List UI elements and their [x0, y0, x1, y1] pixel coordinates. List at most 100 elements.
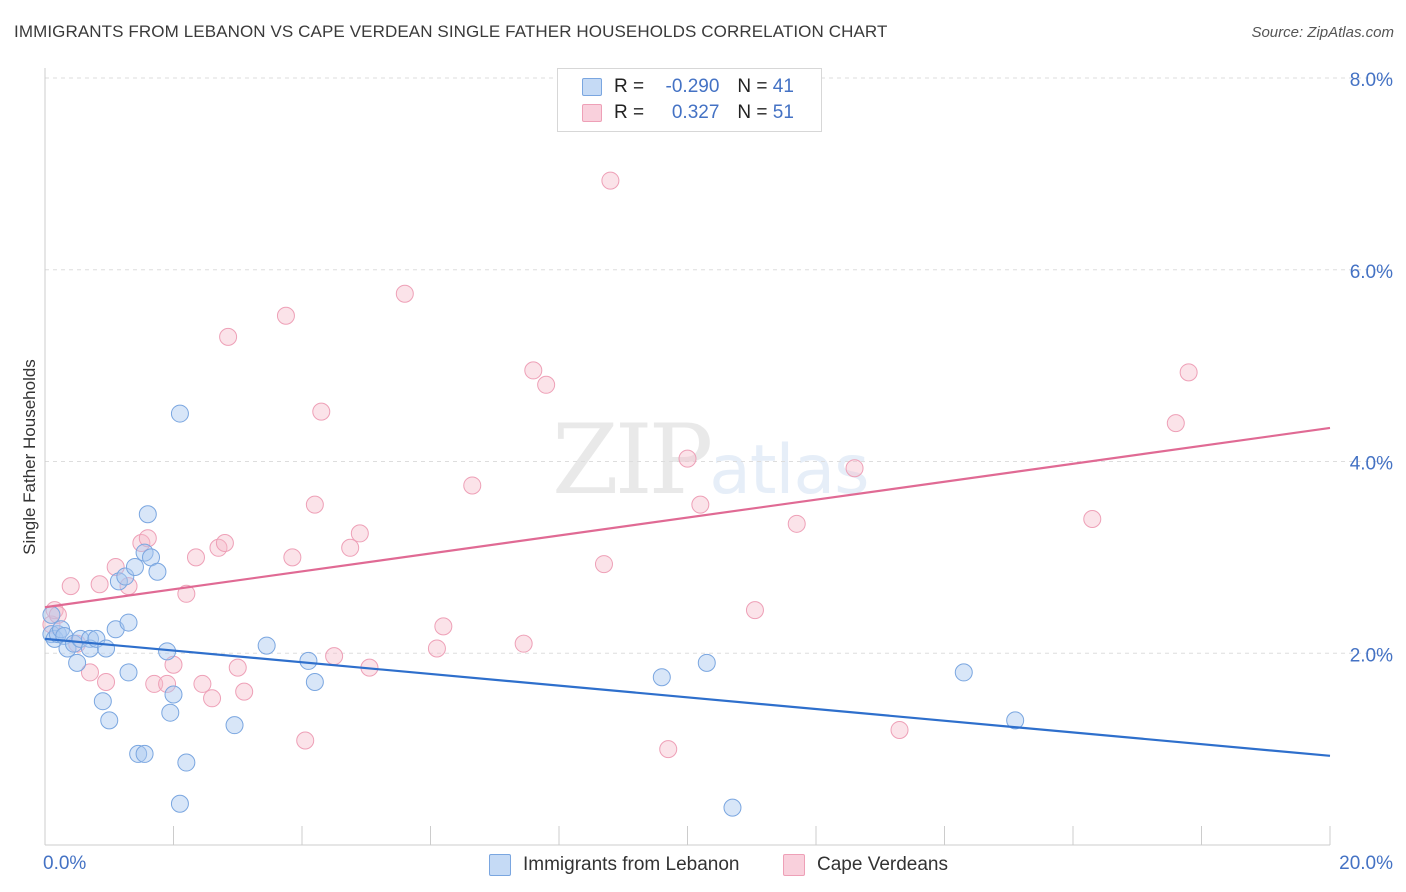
lebanon-point	[93, 692, 112, 711]
lebanon-point	[225, 716, 244, 735]
cape-verdean-point	[537, 375, 556, 394]
trend-lines	[44, 426, 1331, 757]
legend-item-cape-verdeans[interactable]: Cape Verdeans	[783, 852, 948, 878]
cape-verdean-point	[186, 548, 205, 567]
legend-swatch-lebanon	[489, 854, 511, 876]
tick-labels: 2.0% 4.0% 6.0% 8.0% 0.0% 20.0% Single Father H…	[20, 70, 1393, 874]
n-value: 51	[772, 102, 794, 123]
cape-verdean-point	[215, 533, 234, 552]
lebanon-point	[299, 651, 318, 670]
cape-verdean-point	[312, 402, 331, 421]
lebanon-point	[116, 567, 135, 586]
lebanon-point	[305, 673, 324, 692]
lebanon-point	[697, 653, 716, 672]
cape-verdean-point	[80, 663, 99, 682]
n-label: N =	[737, 76, 768, 97]
cape-verdean-point	[594, 555, 613, 574]
lebanon-point	[170, 794, 189, 813]
lebanon-point	[129, 744, 148, 763]
cape-verdean-point	[890, 720, 909, 739]
lebanon-point	[135, 744, 154, 763]
x-tick-label: 0.0%	[43, 853, 86, 874]
lebanon-point	[1006, 711, 1025, 730]
cape-verdean-point	[745, 601, 764, 620]
cape-verdean-point	[97, 673, 116, 692]
cape-verdeans-trend-line	[44, 426, 1331, 609]
lebanon-point	[723, 798, 742, 817]
cape-verdean-point	[106, 557, 125, 576]
cape-verdean-point	[434, 617, 453, 636]
cape-verdean-point	[235, 682, 254, 701]
cape-verdean-point	[158, 674, 177, 693]
lebanon-point	[119, 663, 138, 682]
cape-verdean-point	[514, 634, 533, 653]
cape-verdean-point	[601, 171, 620, 190]
stats-swatch-lebanon	[582, 78, 602, 96]
r-label: R =	[614, 102, 645, 123]
cape-verdean-point	[691, 495, 710, 514]
lebanon-point	[48, 625, 67, 644]
cape-verdeans-points	[42, 171, 1198, 759]
cape-verdean-point	[845, 459, 864, 478]
cape-verdean-point	[1083, 510, 1102, 529]
y-tick-label: 2.0%	[1350, 645, 1393, 666]
cape-verdean-point	[138, 529, 157, 548]
cape-verdean-point	[61, 577, 80, 596]
lebanon-point	[652, 668, 671, 687]
cape-verdean-point	[1179, 363, 1198, 382]
stats-row-cape-verdeans: R = 0.327 N = 51	[582, 100, 794, 126]
stats-box: R = -0.290 N = 41 R = 0.327 N = 51	[557, 68, 822, 132]
lebanon-point	[138, 505, 157, 524]
legend-label-cape-verdeans: Cape Verdeans	[817, 854, 948, 875]
axes	[44, 68, 1331, 846]
cape-verdean-point	[219, 327, 238, 346]
lebanon-point	[119, 613, 138, 632]
x-tick-label: 20.0%	[1339, 853, 1393, 874]
cape-verdean-point	[90, 575, 109, 594]
stats-swatch-cape-verdeans	[582, 104, 602, 122]
lebanon-point	[148, 562, 167, 581]
r-value: -0.290	[665, 76, 720, 97]
cape-verdean-point	[296, 731, 315, 750]
cape-verdean-point	[659, 740, 678, 759]
n-value: 41	[772, 76, 794, 97]
cape-verdean-point	[350, 524, 369, 543]
lebanon-point	[170, 404, 189, 423]
n-label: N =	[737, 102, 768, 123]
y-tick-label: 4.0%	[1350, 454, 1393, 475]
r-value: 0.327	[671, 102, 720, 123]
lebanon-point	[161, 703, 180, 722]
cape-verdean-point	[276, 306, 295, 325]
y-tick-label: 8.0%	[1350, 70, 1393, 91]
lebanon-point	[125, 557, 144, 576]
cape-verdean-point	[341, 538, 360, 557]
cape-verdean-point	[42, 615, 61, 634]
cape-verdean-point	[283, 548, 302, 567]
cape-verdean-point	[678, 449, 697, 468]
lebanon-point	[257, 636, 276, 655]
cape-verdean-point	[193, 674, 212, 693]
lebanon-point	[68, 653, 87, 672]
r-label: R =	[614, 76, 645, 97]
legend-swatch-cape-verdeans	[783, 854, 805, 876]
lebanon-point	[42, 605, 61, 624]
cape-verdean-point	[177, 584, 196, 603]
lebanon-point	[97, 639, 116, 658]
cape-verdean-point	[524, 361, 543, 380]
cape-verdean-point	[203, 689, 222, 708]
cape-verdean-point	[395, 284, 414, 303]
y-axis-label: Single Father Households	[20, 359, 39, 555]
stats-row-lebanon: R = -0.290 N = 41	[582, 74, 794, 100]
lebanon-point	[954, 663, 973, 682]
legend-label-lebanon: Immigrants from Lebanon	[523, 854, 740, 875]
cape-verdean-point	[325, 647, 344, 666]
watermark-zip: ZIP	[552, 404, 713, 516]
lebanon-trend-line	[44, 637, 1331, 757]
lebanon-point	[100, 711, 119, 730]
cape-verdean-point	[228, 658, 247, 677]
cape-verdean-point	[427, 639, 446, 658]
legend-item-lebanon[interactable]: Immigrants from Lebanon	[489, 852, 740, 878]
chart-title: IMMIGRANTS FROM LEBANON VS CAPE VERDEAN …	[14, 22, 888, 41]
source-label: Source: ZipAtlas.com	[1251, 24, 1394, 41]
